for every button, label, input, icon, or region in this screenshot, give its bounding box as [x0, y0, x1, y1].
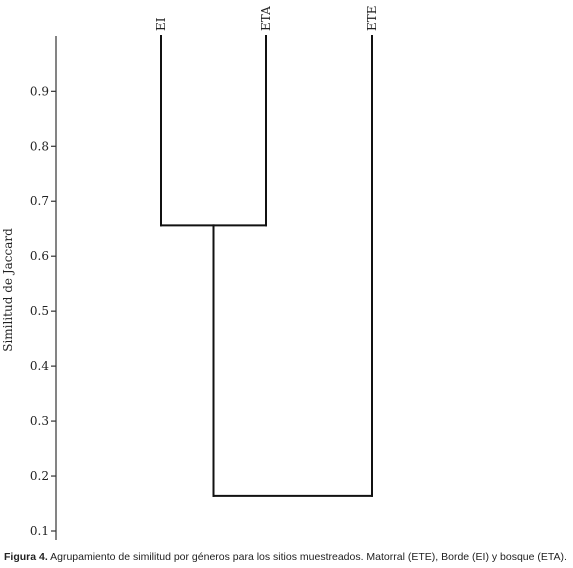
y-tick-label: 0.4: [30, 359, 49, 373]
y-tick-label: 0.2: [30, 469, 49, 483]
y-tick-label: 0.5: [30, 304, 49, 318]
caption-label: Figura 4.: [4, 551, 48, 563]
dendrogram-chart: 0.1 0.2 0.3 0.4 0.5 0.6 0.7 0.8 0.9 Similitud de…: [1, 5, 379, 540]
y-tick-label: 0.3: [30, 414, 49, 428]
leaf-label-ete: ETE: [365, 5, 379, 31]
y-tick-label: 0.1: [30, 524, 49, 538]
leaf-label-eta: ETA: [259, 6, 273, 31]
figure-caption: Figura 4. Agrupamiento de similitud por …: [4, 551, 573, 563]
leaf-label-ei: EI: [154, 17, 168, 31]
y-tick-label: 0.8: [30, 139, 49, 153]
y-tick-label: 0.6: [30, 249, 49, 263]
dendrogram-links: [160, 35, 373, 497]
caption-text: Agrupamiento de similitud por géneros pa…: [47, 551, 567, 563]
y-axis-ticks: 0.1 0.2 0.3 0.4 0.5 0.6 0.7 0.8 0.9: [30, 84, 56, 538]
y-axis-title: Similitud de Jaccard: [1, 228, 15, 352]
leaf-labels: EI ETA ETE: [154, 5, 379, 31]
y-tick-label: 0.9: [30, 84, 49, 98]
y-tick-label: 0.7: [30, 194, 49, 208]
